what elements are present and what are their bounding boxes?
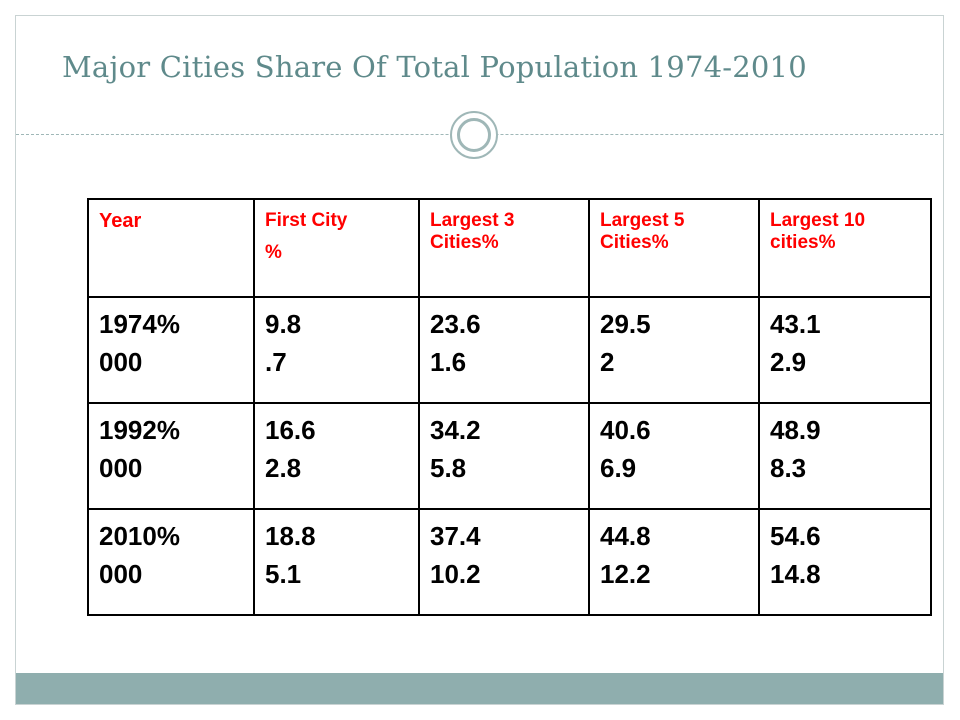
cell-bottom-value: .7: [265, 347, 287, 377]
cell-bottom-value: 5.8: [430, 453, 467, 483]
cell-top-value: 18.8: [265, 521, 316, 551]
cell-top-value: 37.4: [430, 521, 481, 551]
table-row: 1974% 000 9.8.7 23.6 1.6 29.5 2 43.1 2.9: [87, 296, 932, 404]
footer-accent-bar: [16, 673, 943, 704]
table-cell: 2010% 000: [87, 508, 255, 616]
header-cell-year: Year: [87, 198, 255, 298]
cell-bottom-value: 14.8: [770, 559, 821, 589]
table-cell: 16.6 2.8: [253, 402, 420, 510]
cell-top-value: 23.6: [430, 309, 481, 339]
cell-top-value: 48.9: [770, 415, 821, 445]
cell-top-value: 54.6: [770, 521, 821, 551]
header-label: First City: [265, 210, 348, 231]
cell-top-value: 9.8: [265, 309, 302, 339]
slide-frame: [15, 15, 944, 705]
cell-bottom-value: 2.8: [265, 453, 302, 483]
table-cell: 1992% 000: [87, 402, 255, 510]
header-cell-largest-3: Largest 3 Cities%: [418, 198, 590, 298]
table-cell: 18.8 5.1: [253, 508, 420, 616]
header-cell-largest-5: Largest 5 Cities%: [588, 198, 760, 298]
table-cell: 29.5 2: [588, 296, 760, 404]
table-cell: 34.2 5.8: [418, 402, 590, 510]
table-header-row: Year First City% Largest 3 Cities% Large…: [87, 198, 932, 298]
table-cell: 48.9 8.3: [758, 402, 932, 510]
header-label: Largest 3 Cities%: [430, 210, 515, 253]
table-cell: 43.1 2.9: [758, 296, 932, 404]
table-cell: 1974% 000: [87, 296, 255, 404]
header-label-line2: %: [265, 242, 282, 263]
table-cell: 40.6 6.9: [588, 402, 760, 510]
header-label: Year: [99, 210, 142, 232]
cell-bottom-value: 000: [99, 559, 143, 589]
cell-bottom-value: 12.2: [600, 559, 651, 589]
cell-bottom-value: 2.9: [770, 347, 807, 377]
table-cell: 37.4 10.2: [418, 508, 590, 616]
header-label: Largest 5 Cities%: [600, 210, 685, 253]
cell-top-value: 34.2: [430, 415, 481, 445]
cell-top-value: 29.5: [600, 309, 651, 339]
header-label: Largest 10 cities%: [770, 210, 866, 253]
cell-top-value: 16.6: [265, 415, 316, 445]
cell-bottom-value: 8.3: [770, 453, 807, 483]
cell-top-value: 1974%: [99, 309, 180, 339]
cell-bottom-value: 5.1: [265, 559, 302, 589]
circle-ornament-icon: [450, 111, 498, 159]
header-cell-largest-10: Largest 10 cities%: [758, 198, 932, 298]
cell-top-value: 1992%: [99, 415, 180, 445]
table-cell: 9.8.7: [253, 296, 420, 404]
table-cell: 23.6 1.6: [418, 296, 590, 404]
cell-bottom-value: 2: [600, 347, 615, 377]
cell-top-value: 40.6: [600, 415, 651, 445]
cell-bottom-value: 10.2: [430, 559, 481, 589]
header-cell-first-city: First City%: [253, 198, 420, 298]
cell-top-value: 44.8: [600, 521, 651, 551]
cell-top-value: 2010%: [99, 521, 180, 551]
table-cell: 54.6 14.8: [758, 508, 932, 616]
cell-bottom-value: 6.9: [600, 453, 637, 483]
cell-bottom-value: 1.6: [430, 347, 467, 377]
slide-title: Major Cities Share Of Total Population 1…: [62, 50, 807, 84]
table-cell: 44.8 12.2: [588, 508, 760, 616]
population-share-table: Year First City% Largest 3 Cities% Large…: [87, 198, 932, 616]
cell-bottom-value: 000: [99, 453, 143, 483]
table-row: 1992% 000 16.6 2.8 34.2 5.8 40.6 6.9 48.9 8.3: [87, 402, 932, 510]
cell-top-value: 43.1: [770, 309, 821, 339]
table-row: 2010% 000 18.8 5.1 37.4 10.2 44.8 12.2 54.6 1…: [87, 508, 932, 616]
cell-bottom-value: 000: [99, 347, 143, 377]
